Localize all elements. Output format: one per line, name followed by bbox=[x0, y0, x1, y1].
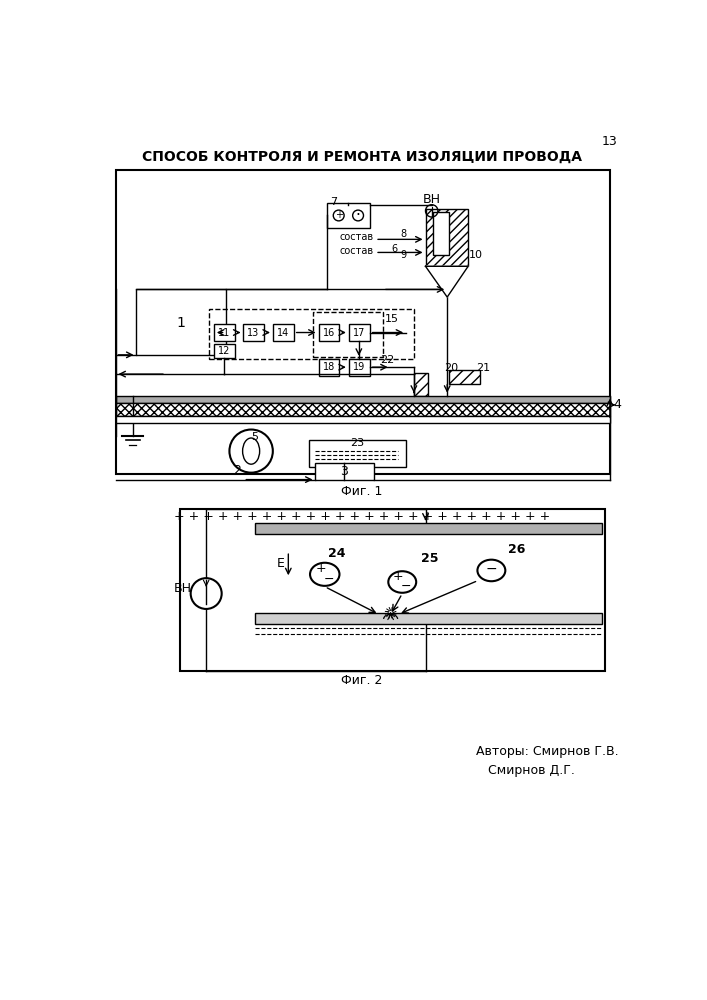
Text: + + + + + + + + + + + + + + + + + + + + + + + + + +: + + + + + + + + + + + + + + + + + + + + … bbox=[174, 510, 550, 523]
Text: 12: 12 bbox=[218, 346, 230, 356]
Bar bbox=[349, 359, 370, 376]
Text: 14: 14 bbox=[276, 328, 289, 338]
Text: 24: 24 bbox=[327, 547, 345, 560]
Bar bbox=[243, 324, 264, 341]
Bar bbox=[327, 203, 370, 228]
Text: +: + bbox=[393, 570, 404, 583]
Text: 7: 7 bbox=[329, 197, 337, 207]
Text: 13: 13 bbox=[601, 135, 617, 148]
Text: Фиг. 2: Фиг. 2 bbox=[341, 674, 382, 687]
Bar bbox=[414, 373, 428, 396]
Bar bbox=[426, 209, 468, 266]
Text: 20: 20 bbox=[444, 363, 458, 373]
Text: ·: · bbox=[356, 208, 361, 223]
Bar bbox=[115, 396, 610, 403]
Text: 2: 2 bbox=[233, 464, 241, 477]
Bar bbox=[255, 613, 602, 624]
Bar bbox=[315, 463, 373, 480]
Text: 11: 11 bbox=[218, 328, 230, 338]
Text: 23: 23 bbox=[350, 438, 364, 448]
Text: E: E bbox=[276, 557, 284, 570]
Bar bbox=[319, 359, 339, 376]
Text: 26: 26 bbox=[508, 543, 525, 556]
Bar bbox=[115, 403, 610, 416]
Text: 6: 6 bbox=[392, 244, 397, 254]
Text: 17: 17 bbox=[353, 328, 365, 338]
Text: 16: 16 bbox=[322, 328, 334, 338]
Text: 8: 8 bbox=[401, 229, 407, 239]
Text: Авторы: Смирнов Г.В.: Авторы: Смирнов Г.В. bbox=[476, 745, 619, 758]
Text: 4: 4 bbox=[614, 398, 621, 411]
Bar bbox=[255, 523, 602, 534]
Bar bbox=[180, 509, 604, 671]
Text: 15: 15 bbox=[385, 314, 399, 324]
Text: 3: 3 bbox=[340, 465, 348, 478]
Text: +: + bbox=[315, 562, 326, 575]
Text: 18: 18 bbox=[322, 362, 334, 372]
Text: состав: состав bbox=[339, 232, 373, 242]
Text: Смирнов Д.Г.: Смирнов Д.Г. bbox=[488, 764, 574, 777]
Ellipse shape bbox=[310, 563, 339, 586]
Text: 5: 5 bbox=[252, 432, 259, 442]
Text: 21: 21 bbox=[477, 363, 491, 373]
Text: ВН: ВН bbox=[423, 193, 440, 206]
Bar bbox=[449, 370, 480, 384]
Text: СПОСОБ КОНТРОЛЯ И РЕМОНТА ИЗОЛЯЦИИ ПРОВОДА: СПОСОБ КОНТРОЛЯ И РЕМОНТА ИЗОЛЯЦИИ ПРОВО… bbox=[142, 150, 582, 164]
Text: 25: 25 bbox=[421, 552, 438, 565]
Bar bbox=[309, 440, 406, 466]
Text: −: − bbox=[401, 580, 411, 593]
Bar bbox=[136, 289, 226, 355]
Text: 19: 19 bbox=[353, 362, 365, 372]
Text: 9: 9 bbox=[401, 250, 407, 260]
Bar bbox=[273, 324, 293, 341]
Text: состав: состав bbox=[339, 246, 373, 256]
Bar bbox=[319, 324, 339, 341]
Text: Фиг. 1: Фиг. 1 bbox=[341, 485, 382, 498]
Text: −: − bbox=[486, 562, 497, 576]
Polygon shape bbox=[426, 266, 468, 297]
Text: 10: 10 bbox=[469, 250, 483, 260]
Bar bbox=[349, 324, 370, 341]
Ellipse shape bbox=[477, 560, 506, 581]
Ellipse shape bbox=[388, 571, 416, 593]
Text: 1: 1 bbox=[177, 316, 186, 330]
Bar bbox=[313, 312, 383, 357]
Bar bbox=[433, 212, 449, 255]
Bar bbox=[209, 309, 414, 359]
Bar bbox=[115, 170, 610, 474]
Bar bbox=[214, 344, 235, 358]
Text: 13: 13 bbox=[247, 328, 259, 338]
Bar bbox=[214, 324, 235, 341]
Bar bbox=[115, 416, 610, 423]
Text: 22: 22 bbox=[380, 355, 394, 365]
Text: +: + bbox=[334, 210, 343, 220]
Text: ВН: ВН bbox=[174, 582, 192, 595]
Text: −: − bbox=[323, 573, 334, 586]
